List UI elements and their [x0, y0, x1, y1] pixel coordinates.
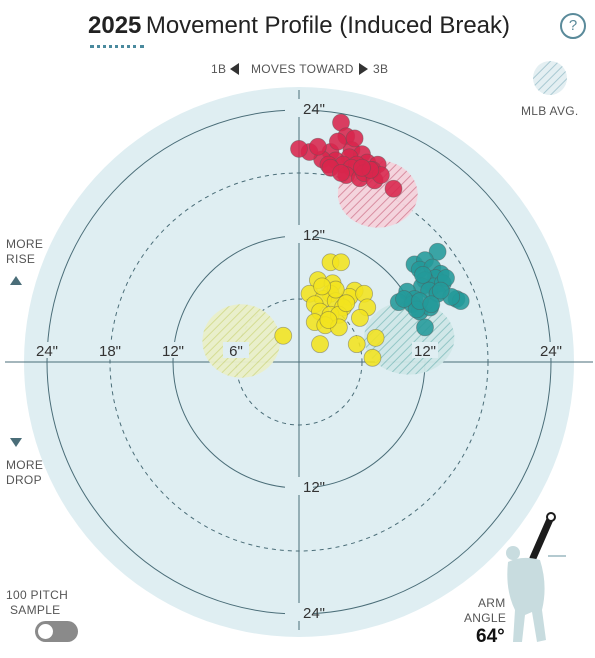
pitch-sample-toggle[interactable] — [35, 621, 78, 642]
pitch-point-s0-22 — [384, 179, 403, 198]
more-drop-label-2: DROP — [6, 473, 42, 487]
pitch-point-s2-29 — [313, 277, 332, 296]
x-tick-bg — [223, 342, 249, 358]
pitch-point-s1-22 — [416, 318, 434, 337]
pitch-point-s0-28 — [332, 164, 350, 182]
pitch-point-s1-29 — [413, 265, 432, 284]
pitch-point-s0-12 — [290, 139, 308, 158]
pitch-points — [274, 113, 470, 367]
mlb-avg-zone-2 — [202, 304, 281, 378]
pitch-point-s2-27 — [337, 294, 356, 313]
pitch-point-s2-24 — [347, 335, 366, 354]
x-tick-label: 12" — [162, 343, 184, 360]
mlb-avg-legend-swatch — [533, 61, 567, 95]
x-tick-bg — [97, 342, 123, 358]
pitch-point-s2-1 — [332, 253, 350, 272]
tick-labels: 24" 18" 12" 6" 12" 24" 24" 12" 12" 24" — [34, 99, 564, 622]
y-tick-label: 24" — [303, 101, 325, 118]
sample-label-2: SAMPLE — [10, 603, 61, 617]
pitch-point-s0-23 — [328, 132, 347, 151]
pitch-point-s1-28 — [431, 281, 450, 300]
mlb-avg-legend-label: MLB AVG. — [521, 104, 579, 118]
x-tick-bg — [34, 342, 60, 358]
pitch-point-s0-29 — [353, 158, 371, 177]
arrow-up-icon — [10, 276, 22, 285]
more-drop-label-1: MORE — [6, 458, 44, 472]
year-selector-underline[interactable] — [90, 45, 144, 48]
y-tick-label: 12" — [303, 479, 325, 496]
y-tick-bg — [285, 225, 313, 243]
arm-angle-label-1: ARM — [478, 596, 506, 610]
axes — [5, 90, 593, 630]
pitch-point-s1-24 — [395, 290, 413, 308]
title-text: Movement Profile (Induced Break) — [145, 12, 511, 39]
more-rise-label-1: MORE — [6, 237, 44, 251]
y-tick-label: 24" — [303, 605, 325, 622]
toggle-knob — [38, 624, 53, 639]
x-tick-label: 6" — [229, 343, 243, 360]
y-tick-bg — [285, 99, 313, 117]
pitch-point-s1-27 — [422, 295, 441, 314]
pitch-point-s2-26 — [319, 311, 338, 329]
arm-angle-value: 64° — [476, 626, 505, 647]
x-tick-bg — [538, 342, 564, 358]
direction-middle-label: MOVES TOWARD — [251, 62, 354, 76]
pitch-point-s2-22 — [366, 328, 385, 347]
x-tick-bg — [160, 342, 186, 358]
arrow-right-icon — [359, 63, 368, 75]
title-year: 2025 — [88, 12, 142, 39]
pitch-point-s2-21 — [274, 326, 293, 345]
direction-left-label: 1B — [211, 62, 227, 76]
more-rise-label-2: RISE — [6, 252, 36, 266]
pitch-point-s0-26 — [308, 137, 327, 156]
x-tick-bg — [412, 342, 438, 358]
pitch-point-s0-24 — [345, 129, 364, 148]
x-tick-label: 12" — [414, 343, 436, 360]
x-tick-label: 18" — [99, 343, 121, 360]
arrow-left-icon — [230, 63, 239, 75]
y-tick-bg — [285, 477, 313, 495]
arm-angle-label-2: ANGLE — [464, 611, 507, 625]
help-button[interactable]: ? — [560, 13, 586, 39]
pitch-point-s2-25 — [363, 348, 382, 367]
y-tick-label: 12" — [303, 227, 325, 244]
x-tick-label: 24" — [540, 343, 562, 360]
arrow-down-icon — [10, 438, 22, 447]
y-tick-bg — [285, 603, 313, 621]
x-tick-label: 24" — [36, 343, 58, 360]
pitch-point-s2-23 — [311, 335, 329, 354]
sample-label-1: 100 PITCH — [6, 588, 69, 602]
chart-title: 2025 Movement Profile (Induced Break) — [88, 12, 511, 48]
pitch-point-s2-17 — [350, 308, 369, 327]
direction-right-label: 3B — [373, 62, 389, 76]
pitch-point-s1-0 — [428, 242, 447, 261]
pitcher-arm-angle-icon — [506, 512, 566, 642]
